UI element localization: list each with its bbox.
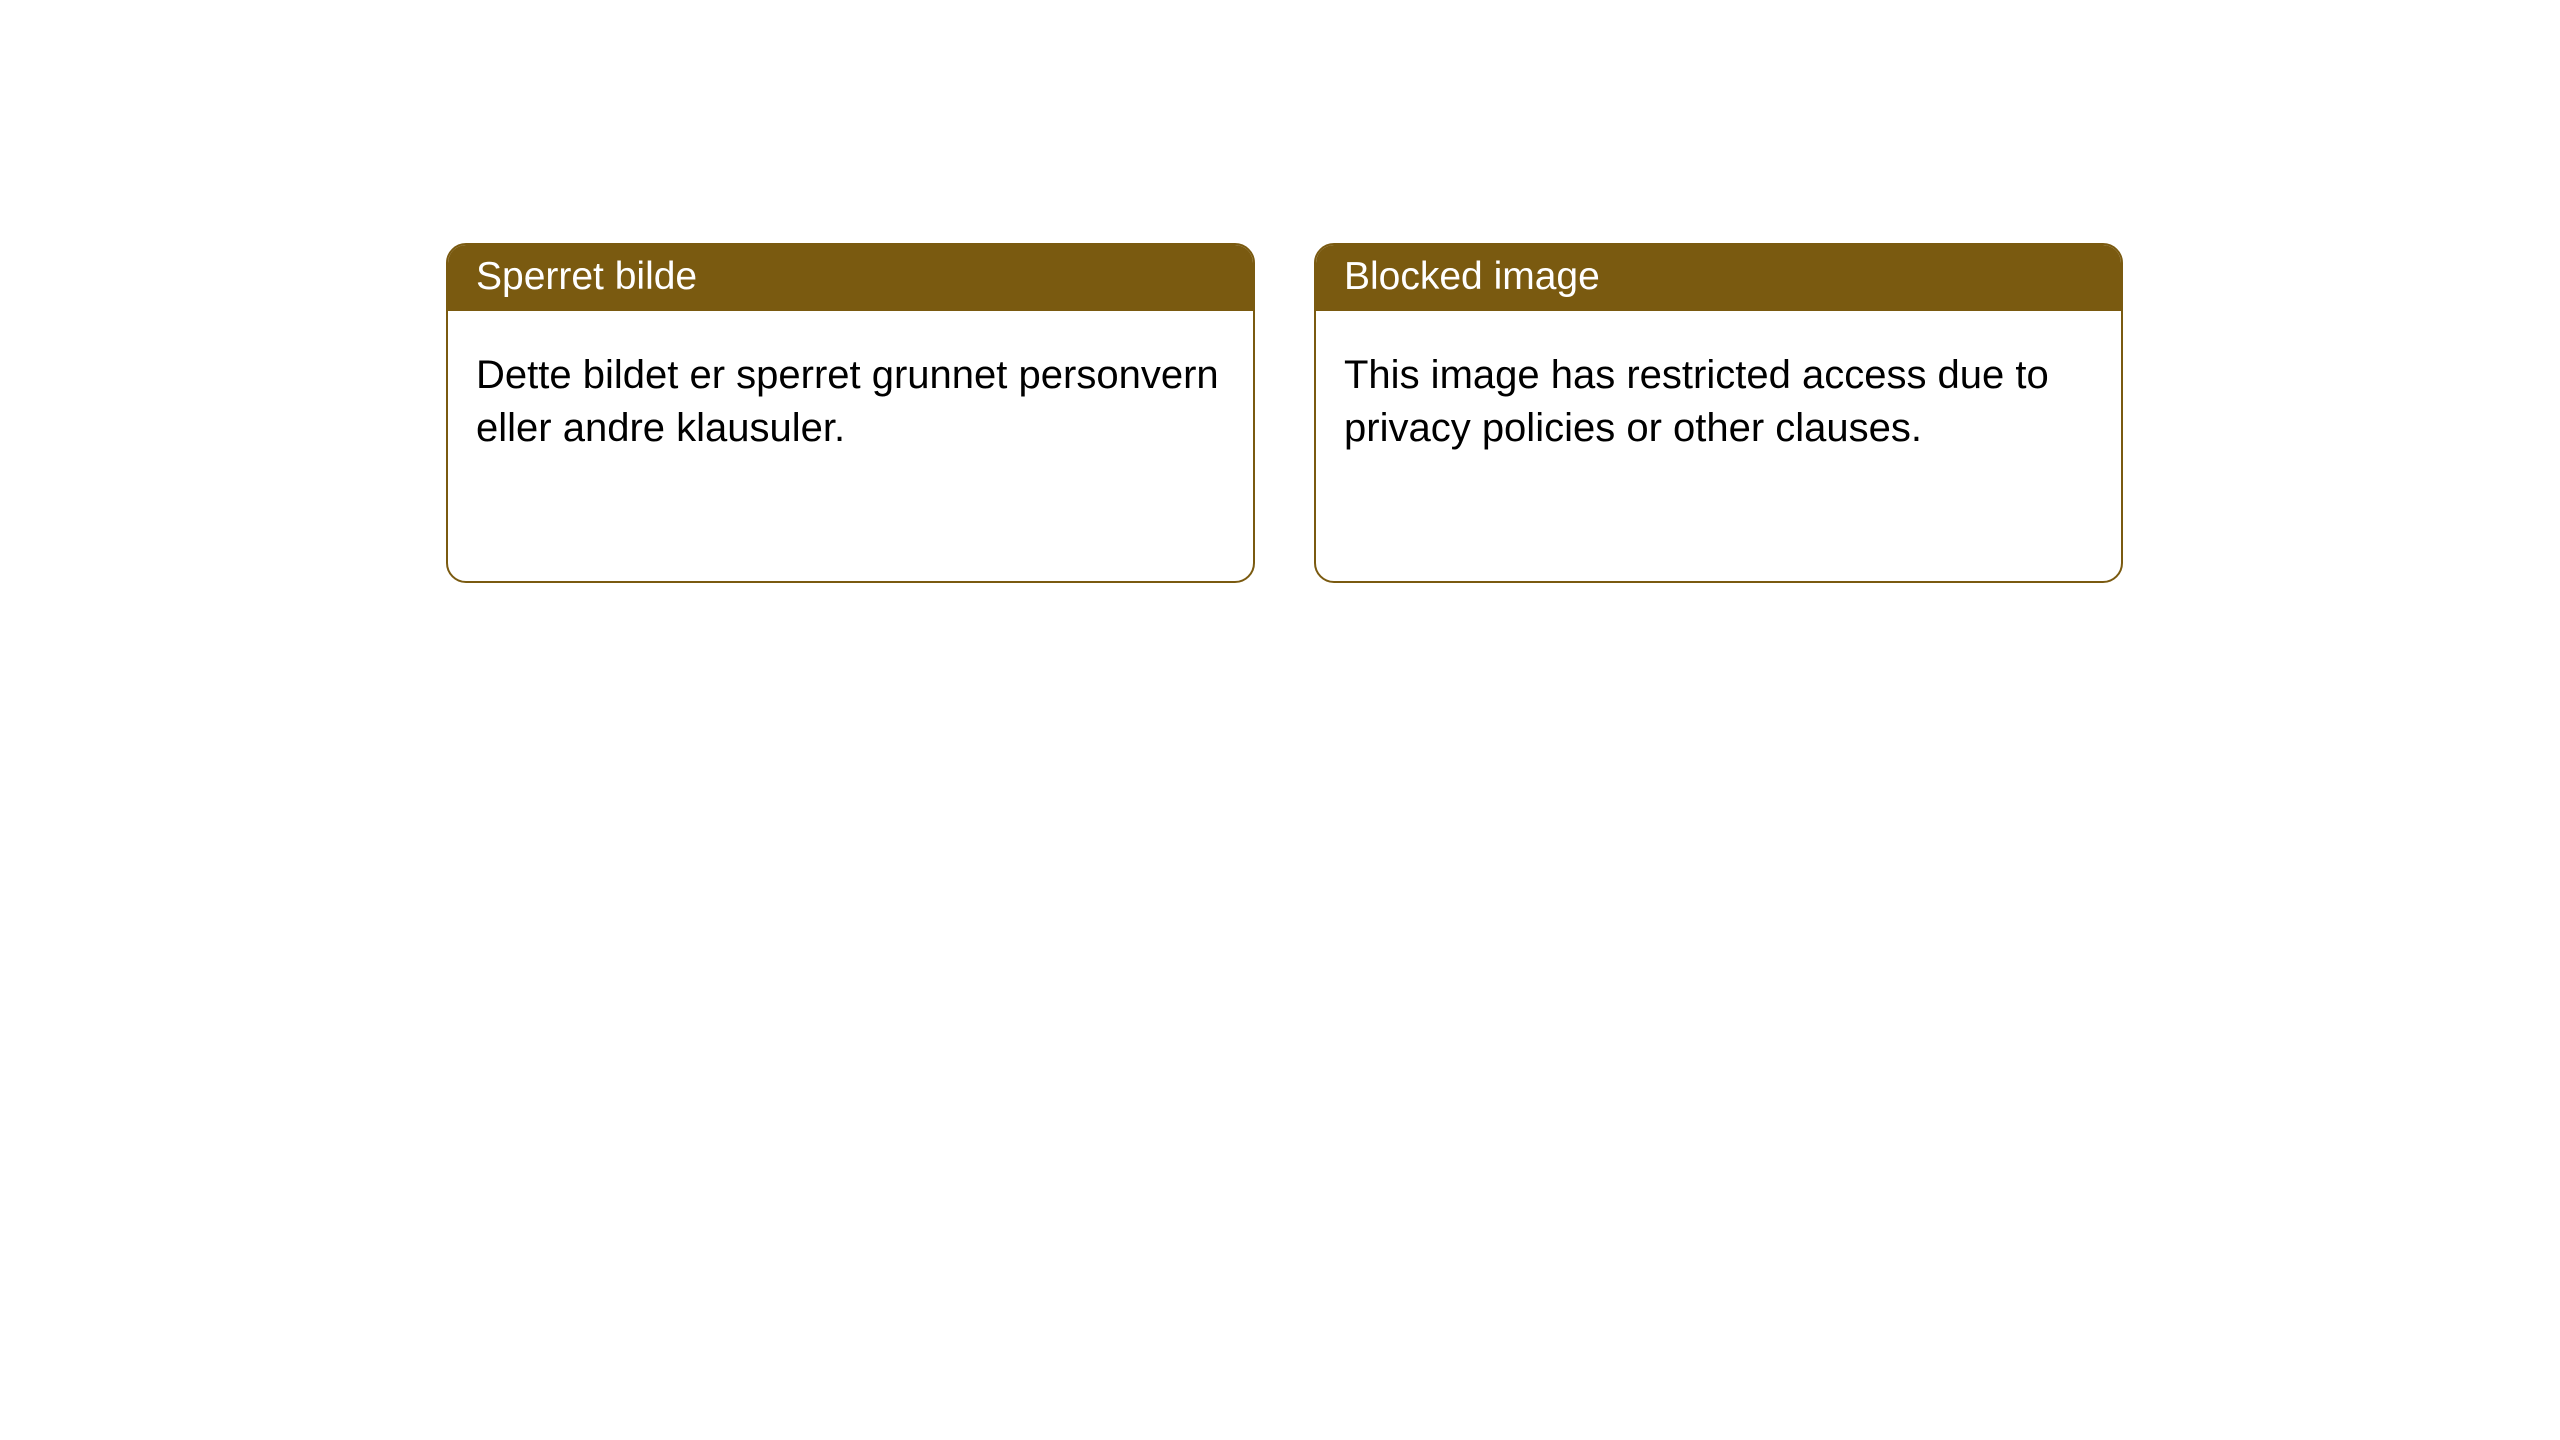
- notice-card-english: Blocked image This image has restricted …: [1314, 243, 2123, 583]
- notice-header: Blocked image: [1316, 245, 2121, 311]
- notice-body: Dette bildet er sperret grunnet personve…: [448, 311, 1253, 483]
- notice-container: Sperret bilde Dette bildet er sperret gr…: [0, 0, 2560, 583]
- notice-header: Sperret bilde: [448, 245, 1253, 311]
- notice-body: This image has restricted access due to …: [1316, 311, 2121, 483]
- notice-card-norwegian: Sperret bilde Dette bildet er sperret gr…: [446, 243, 1255, 583]
